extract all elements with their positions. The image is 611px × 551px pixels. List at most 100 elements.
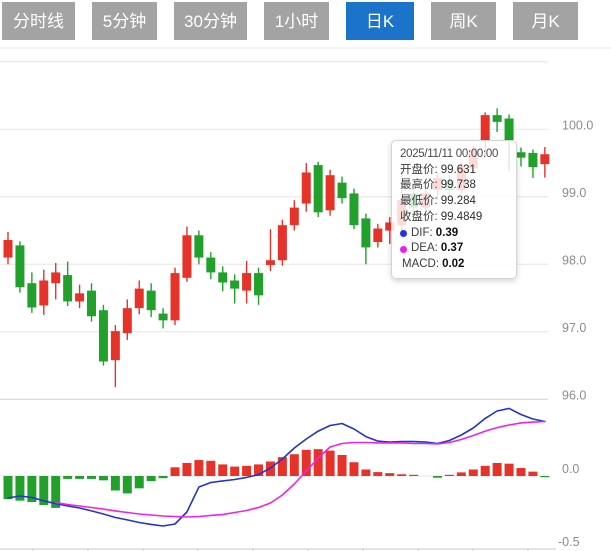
macd-bar (194, 460, 204, 476)
candle-body (277, 225, 287, 261)
dif-dot-icon (400, 229, 407, 237)
macd-bar (170, 467, 180, 476)
candle-body (230, 280, 240, 289)
period-tab-1[interactable]: 分时线 (2, 2, 75, 40)
price-axis-label: 100.0 (562, 118, 593, 132)
macd-bar (87, 476, 97, 479)
macd-bar (349, 462, 359, 476)
tooltip-date: 2025/11/11 00:00:00 (400, 148, 499, 160)
candle-body (265, 260, 275, 265)
price-axis-label: 99.0 (562, 186, 586, 200)
macd-histogram (3, 449, 550, 508)
macd-bar (277, 457, 287, 476)
macd-bar (385, 473, 395, 476)
low-value: 99.284 (440, 195, 476, 208)
candle-body (516, 152, 526, 158)
candle-body (504, 118, 514, 141)
macd-axis-label: -0.5 (558, 535, 580, 549)
macd-bar (98, 476, 108, 481)
period-tab-5[interactable]: 日K (346, 2, 414, 40)
macd-bar (516, 468, 526, 476)
tooltip-close-row: 收盘价: 99.4849 (400, 210, 508, 226)
candle-body (39, 280, 49, 306)
macd-axis-label: 0.0 (562, 462, 579, 476)
macd-bar (301, 449, 311, 476)
dea-line (54, 420, 546, 518)
macd-bar (3, 476, 13, 500)
price-axis-label: 98.0 (562, 253, 586, 267)
candle-body (110, 331, 120, 361)
tooltip-dif-row: DIF: 0.39 (400, 226, 508, 242)
period-tab-3[interactable]: 30分钟 (174, 2, 247, 40)
price-axis-label: 97.0 (562, 321, 586, 335)
candle-body (75, 293, 85, 302)
macd-bar (397, 474, 407, 476)
candle-body (27, 283, 37, 308)
dif-value: 0.39 (435, 226, 459, 239)
price-axis-label: 96.0 (562, 388, 586, 402)
period-tab-6[interactable]: 周K (431, 2, 496, 40)
candle-body (325, 175, 335, 211)
candle-body (51, 272, 61, 284)
candle-body (3, 240, 13, 258)
macd-bar (456, 472, 466, 476)
macd-bar (409, 474, 419, 476)
tooltip-dea-row: DEA: 0.37 (400, 241, 508, 257)
candle-body (373, 228, 383, 243)
tooltip-macd-row: MACD: 0.02 (400, 257, 508, 273)
dea-value: 0.37 (440, 242, 464, 255)
candle-body (146, 290, 156, 311)
candle-body (194, 235, 204, 258)
macd-value: 0.02 (442, 257, 465, 270)
macd-bar (218, 464, 228, 476)
open-value: 99.631 (440, 163, 476, 176)
candle-body (337, 182, 347, 199)
tooltip-open-row: 开盘价: 99.631 (400, 163, 508, 179)
macd-bar (313, 449, 323, 476)
macd-bar (51, 476, 61, 508)
macd-bar (39, 476, 49, 505)
candle-body (540, 154, 550, 165)
period-tab-7[interactable]: 月K (513, 2, 578, 40)
close-value: 99.4849 (440, 210, 483, 223)
period-tab-4[interactable]: 1小时 (264, 2, 329, 40)
candle-body (170, 273, 180, 321)
candle-body (313, 165, 323, 213)
candle-body (254, 273, 264, 296)
macd-bar (75, 476, 85, 479)
candle-body (289, 207, 299, 226)
candle-body (206, 257, 216, 273)
period-toolbar: 分时线 5分钟 30分钟 1小时 日K 周K 月K (2, 2, 578, 40)
macd-bar (206, 460, 216, 476)
ohlc-tooltip: 2025/11/11 00:00:00 开盘价: 99.631 最高价: 99.… (391, 140, 517, 279)
tooltip-high-row: 最高价: 99.738 (400, 178, 508, 194)
macd-bar (289, 454, 299, 476)
candle-body (528, 152, 538, 168)
macd-bar (540, 476, 550, 478)
candle-body (242, 273, 252, 291)
candle-body (63, 275, 73, 302)
candle-body (480, 115, 490, 141)
candle-body (361, 218, 371, 248)
macd-bar (504, 463, 514, 476)
candle-body (492, 115, 502, 122)
macd-bar (146, 476, 156, 482)
macd-bar (432, 476, 442, 478)
candle-body (98, 310, 108, 362)
macd-bar (27, 476, 37, 503)
macd-bar (325, 450, 335, 476)
period-tab-2[interactable]: 5分钟 (92, 2, 157, 40)
candle-body (134, 288, 144, 309)
macd-bar (361, 469, 371, 476)
macd-bar (373, 472, 383, 476)
macd-bar (15, 476, 25, 501)
high-value: 99.738 (440, 179, 476, 192)
candle-body (218, 272, 228, 283)
macd-bar (63, 476, 73, 479)
macd-bar (242, 465, 252, 476)
macd-bar (110, 476, 120, 491)
macd-bar (337, 454, 347, 476)
candle-body (87, 290, 97, 317)
